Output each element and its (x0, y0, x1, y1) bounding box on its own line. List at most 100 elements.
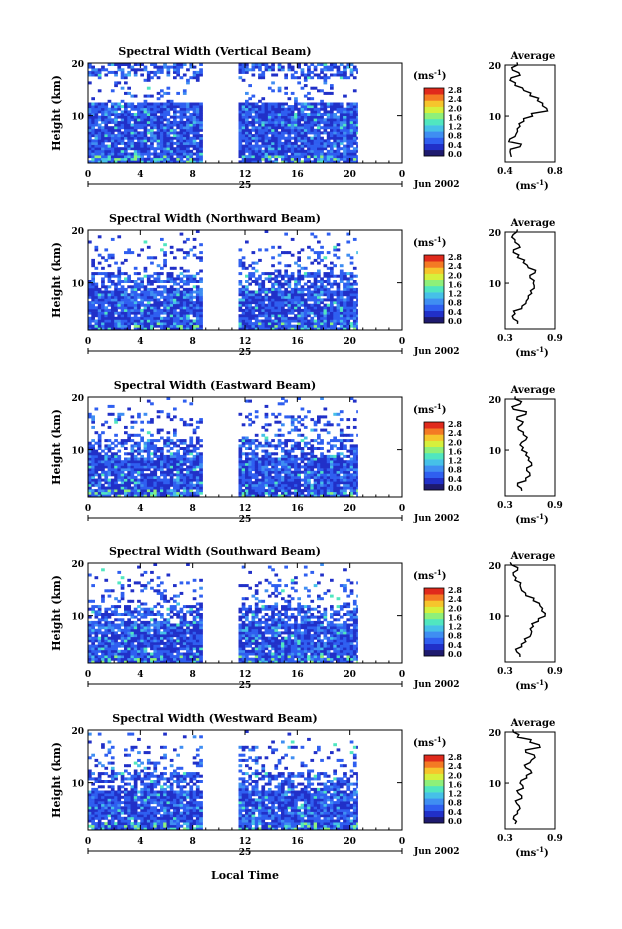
heatmap-cell (336, 144, 341, 148)
heatmap-cell (264, 415, 269, 419)
heatmap-cell (356, 128, 358, 132)
heatmap-cell (343, 478, 347, 482)
heatmap-cell (352, 489, 357, 493)
heatmap-cell (114, 319, 118, 323)
heatmap-cell (326, 449, 331, 453)
heatmap-cell (169, 481, 174, 485)
heatmap-cell (294, 293, 298, 297)
heatmap-cell (104, 152, 109, 156)
heatmap-cell (120, 76, 125, 80)
heatmap-cell (290, 290, 295, 294)
heatmap-cell (117, 412, 122, 416)
heatmap-cell (317, 110, 321, 114)
heatmap-cell (238, 494, 243, 498)
heatmap-cell (88, 141, 92, 145)
heatmap-cell (88, 147, 92, 151)
heatmap-cell (199, 314, 203, 318)
heatmap-cell (313, 298, 318, 302)
heatmap-cell (307, 441, 311, 445)
heatmap-cell (143, 131, 148, 135)
heatmap-cell (336, 274, 341, 278)
heatmap-cell (192, 322, 197, 326)
heatmap-cell (346, 475, 351, 479)
heatmap-cell (346, 327, 351, 331)
heatmap-cell (117, 460, 122, 464)
heatmap-cell (290, 272, 295, 276)
heatmap-cell (300, 274, 305, 278)
heatmap-cell (294, 441, 298, 445)
heatmap-cell (143, 447, 148, 450)
heatmap-cell (146, 486, 151, 490)
heatmap-cell (176, 449, 180, 453)
heatmap-cell (323, 486, 328, 490)
heatmap-cell (333, 491, 337, 495)
heatmap-cell (166, 277, 171, 281)
heatmap-cell (117, 314, 122, 318)
heatmap-cell (333, 306, 337, 310)
heatmap-cell (274, 444, 279, 448)
heatmap-cell (130, 290, 135, 294)
heatmap-cell (124, 478, 128, 482)
heatmap-cell (143, 285, 148, 289)
heatmap-cell (277, 494, 282, 498)
heatmap-cell (323, 322, 328, 326)
heatmap-cell (110, 481, 115, 485)
heatmap-cell (124, 277, 128, 281)
heatmap-cell (195, 134, 200, 138)
heatmap-cell (261, 478, 266, 482)
heatmap-cell (330, 272, 334, 276)
heatmap-cell (336, 287, 341, 291)
heatmap-cell (303, 157, 308, 161)
heatmap-cell (163, 301, 167, 305)
unit-text: (ms (515, 181, 536, 192)
heatmap-cell (294, 123, 298, 127)
heatmap-cell (101, 131, 105, 135)
heatmap-cell (97, 147, 102, 151)
heatmap-cell (143, 462, 148, 466)
heatmap-cell (179, 118, 184, 122)
heatmap-cell (120, 99, 125, 103)
heatmap-cell (146, 102, 151, 106)
heatmap-cell (179, 63, 184, 66)
heatmap-cell (169, 306, 174, 310)
heatmap-cell (192, 444, 197, 448)
heatmap-cell (166, 295, 171, 299)
heatmap-cell (251, 134, 256, 138)
heatmap-cell (317, 118, 321, 122)
heatmap-cell (284, 478, 288, 482)
heatmap-cell (94, 110, 99, 114)
heatmap-cell (169, 272, 174, 276)
heatmap-cell (163, 306, 167, 310)
heatmap-cell (238, 261, 243, 265)
heatmap-cell (323, 78, 328, 82)
heatmap-cell (238, 319, 243, 323)
heatmap-cell (281, 126, 285, 130)
heatmap-cell (300, 423, 305, 427)
heatmap-cell (294, 97, 298, 101)
x-tick-label: 8 (190, 170, 196, 180)
heatmap-cell (195, 462, 200, 466)
heatmap-cell (356, 274, 358, 278)
heatmap-cell (140, 147, 144, 151)
heatmap-cell (199, 303, 203, 307)
heatmap-cell (130, 420, 135, 424)
heatmap-cell (124, 287, 128, 291)
heatmap-cell (254, 410, 259, 414)
heatmap-cell (356, 136, 358, 140)
heatmap-cell (137, 141, 141, 145)
heatmap-cell (356, 308, 358, 312)
heatmap-cell (153, 301, 158, 305)
heatmap-cell (281, 478, 285, 482)
heatmap-cell (160, 110, 164, 114)
y-axis-title: Height (km) (50, 75, 63, 151)
heatmap-cell (176, 454, 180, 458)
heatmap-cell (346, 468, 351, 472)
heatmap-cell (182, 399, 187, 403)
heatmap-cell (146, 149, 151, 153)
heatmap-cell (336, 460, 341, 464)
heatmap-cell (336, 470, 341, 474)
heatmap-cell (287, 481, 292, 485)
heatmap-cell (241, 465, 246, 469)
heatmap-cell (336, 70, 341, 74)
heatmap-cell (150, 102, 154, 106)
